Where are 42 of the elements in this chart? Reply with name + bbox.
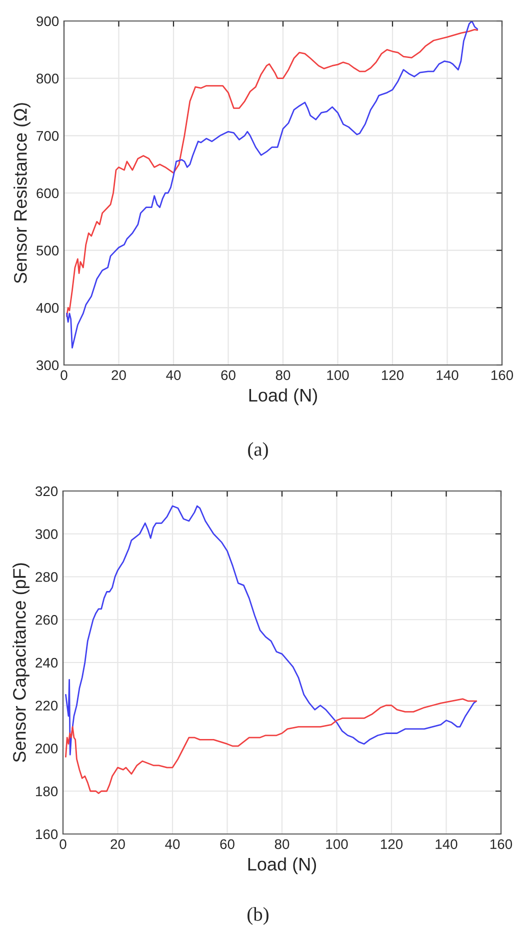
y-tick-label: 300 <box>36 360 59 370</box>
x-tick-label: 40 <box>165 839 180 850</box>
y-tick-label: 320 <box>36 486 58 496</box>
y-tick-label: 280 <box>36 572 58 582</box>
y-tick-label: 240 <box>36 658 58 668</box>
x-tick-label: 80 <box>276 370 290 380</box>
line-series <box>65 698 478 794</box>
y-tick-label: 400 <box>36 303 59 313</box>
x-tick-label: 100 <box>327 370 349 380</box>
y-tick-label: 180 <box>36 786 58 796</box>
y-tick-label: 600 <box>36 188 59 198</box>
text: (a) <box>248 442 268 460</box>
x-tick-label: 40 <box>166 370 181 380</box>
y-tick-label: 220 <box>36 700 58 711</box>
y-tick-label: 500 <box>36 246 59 256</box>
y-tick-label: 300 <box>36 529 58 540</box>
x-tick-label: 100 <box>326 839 348 850</box>
x-tick-label: 160 <box>490 839 512 850</box>
x-tick-label: 60 <box>220 839 234 850</box>
x-tick-label: 0 <box>60 839 66 850</box>
y-axis-title: Sensor Resistance (Ω) <box>14 103 30 284</box>
x-tick-label: 0 <box>60 370 68 380</box>
x-axis-title: Load (N) <box>249 388 318 406</box>
y-tick-label: 260 <box>36 614 58 625</box>
x-tick-label: 160 <box>491 370 514 380</box>
y-tick-label: 800 <box>36 74 59 84</box>
y-tick-label: 700 <box>36 131 59 141</box>
text: (b) <box>248 907 268 925</box>
y-tick-label: 200 <box>36 744 58 754</box>
x-tick-label: 140 <box>436 839 458 850</box>
x-tick-label: 60 <box>221 370 236 380</box>
x-tick-label: 120 <box>382 370 404 380</box>
y-tick-label: 900 <box>36 16 59 26</box>
x-axis-title: Load (N) <box>248 857 316 874</box>
y-tick-label: 160 <box>36 829 58 840</box>
x-tick-label: 120 <box>380 839 403 850</box>
x-tick-label: 20 <box>112 370 126 380</box>
y-axis-title: Sensor Capacitance (pF) <box>12 563 30 762</box>
x-tick-label: 140 <box>436 370 458 380</box>
x-tick-label: 20 <box>110 839 125 850</box>
x-tick-label: 80 <box>274 839 290 850</box>
line-series <box>65 505 478 756</box>
